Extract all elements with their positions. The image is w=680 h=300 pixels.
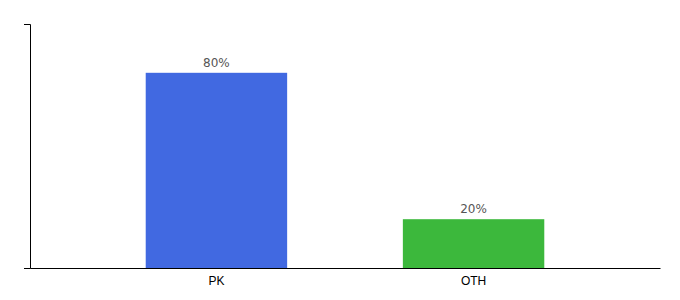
- bar: [146, 73, 287, 268]
- y-axis-line: [24, 25, 31, 269]
- chart: PK OTH 80% 20%: [0, 0, 680, 300]
- x-axis-line: [31, 268, 661, 269]
- x-tick: PK: [208, 274, 224, 288]
- data-label: 80%: [203, 56, 230, 70]
- x-tick: OTH: [461, 274, 486, 288]
- bars: [146, 73, 545, 268]
- x-tick-label: PK: [208, 274, 224, 288]
- x-tick-label: OTH: [461, 274, 486, 288]
- bar: [403, 219, 544, 268]
- y-axis: [24, 25, 31, 269]
- data-labels: 80% 20%: [203, 56, 487, 216]
- data-label: 20%: [460, 202, 487, 216]
- x-axis: PK OTH: [31, 269, 661, 288]
- plot: PK OTH 80% 20%: [24, 25, 661, 288]
